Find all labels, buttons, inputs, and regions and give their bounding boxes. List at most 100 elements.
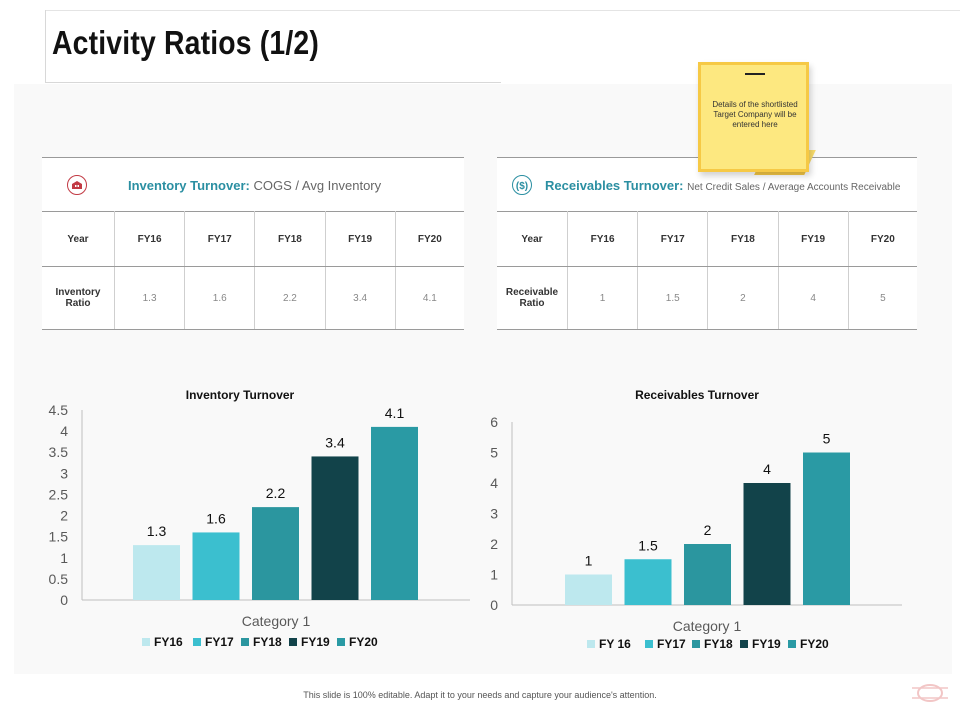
svg-text:($): ($): [516, 181, 528, 192]
footer-note: This slide is 100% editable. Adapt it to…: [303, 690, 657, 700]
bar-fy20: [803, 452, 850, 605]
legend-label: FY17: [657, 637, 686, 651]
legend-label: FY16: [154, 635, 183, 649]
column-header: FY17: [637, 211, 709, 267]
table-cell: 1.5: [637, 266, 709, 330]
receivables-turnover-chart: Receivables Turnover 0 1 2 3 4 5 6 1 1.5 2 4 5 Catego…: [490, 388, 902, 651]
x-category-label: Category 1: [673, 618, 742, 634]
y-tick-label: 4.5: [49, 402, 69, 418]
column-header: FY16: [567, 211, 639, 267]
column-header: FY20: [395, 211, 464, 267]
table-cell: 1.3: [114, 266, 186, 330]
title-top-rule: [45, 10, 960, 11]
y-tick-label: 0.5: [49, 571, 69, 587]
legend-swatch: [142, 638, 150, 646]
table-cell: 2: [707, 266, 779, 330]
x-category-label: Category 1: [242, 613, 311, 629]
sticky-note: Details of the shortlisted Target Compan…: [698, 62, 809, 172]
table-cell: 3.4: [325, 266, 396, 330]
bar-fy19: [311, 456, 359, 600]
data-label: 4.1: [385, 405, 405, 421]
data-label: 4: [763, 461, 771, 477]
legend-swatch: [740, 640, 748, 648]
legend-swatch: [587, 640, 595, 648]
table-row: Inventory Ratio 1.3 1.6 2.2 3.4 4.1: [42, 266, 464, 330]
legend-swatch: [645, 640, 653, 648]
legend-swatch: [692, 640, 700, 648]
bar-fy16: [565, 574, 612, 605]
legend-label: FY19: [301, 635, 330, 649]
legend-label: FY18: [253, 635, 282, 649]
sticky-note-dash: [745, 73, 765, 75]
legend-swatch: [337, 638, 345, 646]
chart-title: Inventory Turnover: [186, 388, 295, 402]
column-header: FY16: [114, 211, 186, 267]
bar-fy18: [684, 544, 731, 605]
y-tick-label: 2: [490, 536, 498, 552]
legend-swatch: [289, 638, 297, 646]
column-header: FY17: [184, 211, 256, 267]
table-cell: 4: [778, 266, 849, 330]
legend-swatch: [193, 638, 201, 646]
legend-label: FY19: [752, 637, 781, 651]
inventory-turnover-chart: Inventory Turnover 0 0.5 1 1.5 2 2.5 3 3.5 4 4.5 1.…: [49, 388, 470, 649]
data-label: 3.4: [325, 434, 345, 450]
y-tick-label: 0: [60, 592, 68, 608]
receivables-heading-label: Receivables Turnover: Net Credit Sales /…: [545, 178, 901, 193]
column-header: FY19: [778, 211, 849, 267]
table-cell: 2.2: [254, 266, 326, 330]
row-label: Inventory Ratio: [42, 266, 115, 330]
y-tick-label: 6: [490, 414, 498, 430]
column-header: Year: [497, 211, 568, 267]
table-cell: 1: [567, 266, 639, 330]
bar-fy19: [743, 483, 791, 605]
table-row: Receivable Ratio 1 1.5 2 4 5: [497, 266, 917, 330]
bar-fy16: [133, 545, 180, 600]
table-row: Year FY16 FY17 FY18 FY19 FY20: [42, 211, 464, 267]
bar-fy17: [624, 559, 672, 605]
y-tick-label: 4: [60, 423, 68, 439]
y-tick-label: 4: [490, 475, 498, 491]
y-tick-label: 1: [490, 567, 498, 583]
column-header: FY18: [707, 211, 779, 267]
y-tick-label: 3: [490, 506, 498, 522]
y-tick-label: 5: [490, 445, 498, 461]
legend-label: FY18: [704, 637, 733, 651]
warehouse-icon: [67, 175, 87, 195]
data-label: 5: [823, 431, 831, 447]
table-row: Year FY16 FY17 FY18 FY19 FY20: [497, 211, 917, 267]
table-cell: 1.6: [184, 266, 256, 330]
y-tick-label: 1.5: [49, 529, 69, 545]
bar-fy17: [192, 532, 240, 600]
table-cell: 4.1: [395, 266, 464, 330]
inventory-heading-label: Inventory Turnover: COGS / Avg Inventory: [128, 178, 382, 193]
chart-title: Receivables Turnover: [635, 388, 759, 402]
legend-label: FY20: [800, 637, 829, 651]
data-label: 2.2: [266, 485, 286, 501]
bar-fy18: [252, 507, 299, 600]
data-label: 2: [704, 522, 712, 538]
legend-swatch: [241, 638, 249, 646]
sticky-note-text: Details of the shortlisted Target Compan…: [712, 100, 798, 129]
y-tick-label: 3: [60, 465, 68, 481]
brand-logo-icon: [912, 684, 948, 702]
column-header: FY18: [254, 211, 326, 267]
legend-label: FY 16: [599, 637, 631, 651]
y-tick-label: 3.5: [49, 444, 69, 460]
inventory-table: Year FY16 FY17 FY18 FY19 FY20 Inventory R…: [42, 211, 464, 330]
legend-swatch: [788, 640, 796, 648]
data-label: 1.5: [638, 537, 658, 553]
y-tick-label: 0: [490, 597, 498, 613]
y-tick-label: 2.5: [49, 486, 69, 502]
bar-fy20: [371, 426, 418, 600]
legend-label: FY20: [349, 635, 378, 649]
row-label: Receivable Ratio: [497, 266, 568, 330]
y-tick-label: 2: [60, 508, 68, 524]
column-header: FY19: [325, 211, 396, 267]
dollar-icon: ($): [512, 175, 532, 195]
data-label: 1.3: [147, 523, 167, 539]
page-title: Activity Ratios (1/2): [52, 24, 319, 61]
table-cell: 5: [848, 266, 917, 330]
receivables-table: Year FY16 FY17 FY18 FY19 FY20 Receivable…: [497, 211, 917, 330]
title-frame: [45, 10, 501, 83]
